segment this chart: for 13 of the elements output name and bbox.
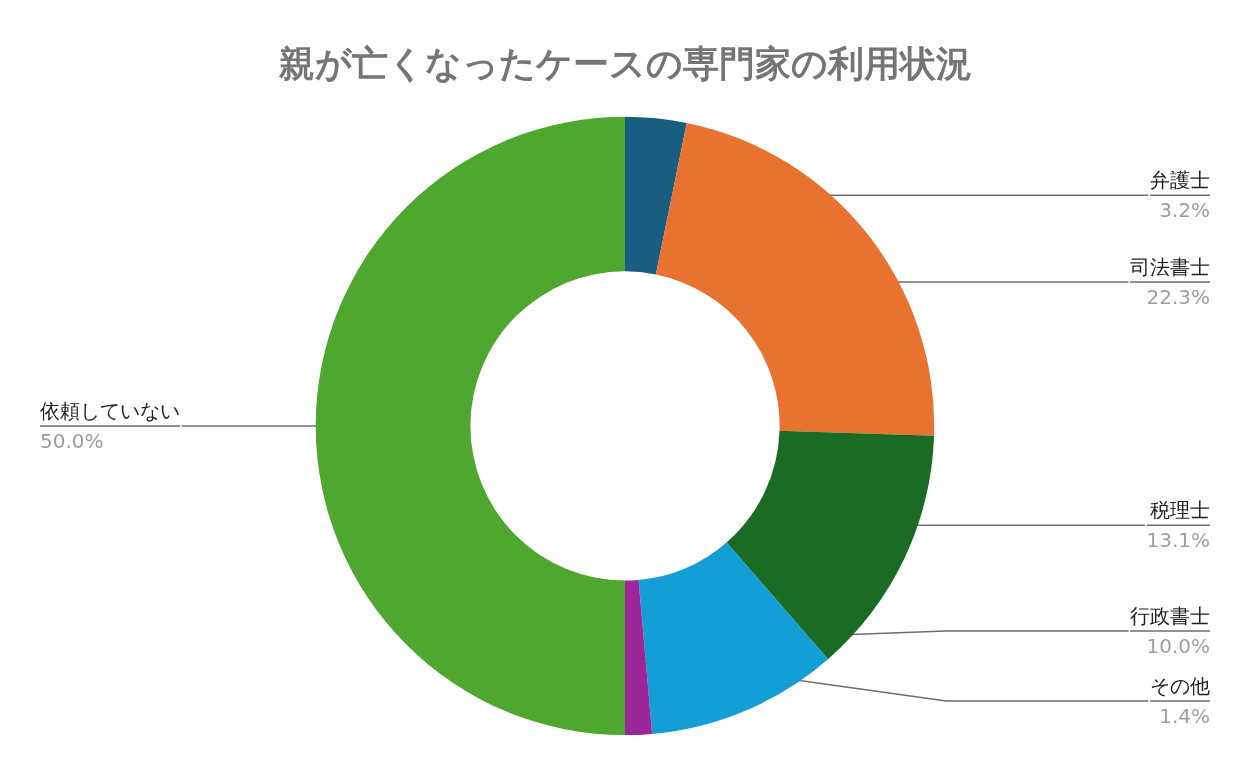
chart-title: 親が亡くなったケースの専門家の利用状況 xyxy=(277,42,972,84)
data-label: 10.0% xyxy=(1146,634,1210,659)
slice-label: 行政書士 xyxy=(1130,604,1210,629)
data-label: 22.3% xyxy=(1146,285,1210,310)
slice-label: その他 xyxy=(1150,674,1210,699)
slice-label: 弁護士 xyxy=(1150,168,1210,193)
data-label: 3.2% xyxy=(1159,198,1210,223)
data-label: 50.0% xyxy=(40,428,104,453)
slice-label: 依頼していない xyxy=(40,398,180,423)
slice-label: 司法書士 xyxy=(1130,255,1210,280)
data-label: 1.4% xyxy=(1159,704,1210,729)
data-label: 13.1% xyxy=(1146,528,1210,553)
slice-label: 税理士 xyxy=(1150,498,1210,523)
